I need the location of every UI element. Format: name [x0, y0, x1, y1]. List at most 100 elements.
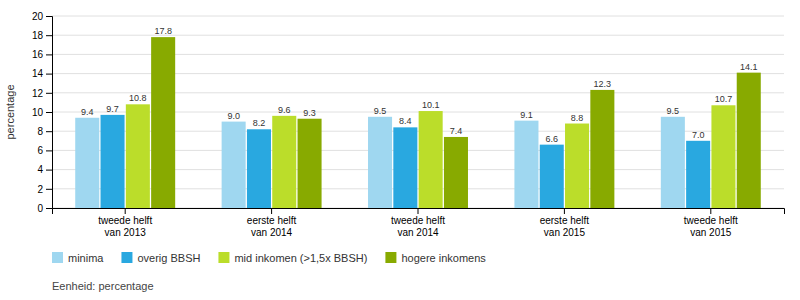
legend-swatch — [121, 252, 132, 263]
x-tick-mark — [710, 208, 711, 214]
series — [101, 115, 711, 208]
data-label: 9.5 — [374, 106, 387, 116]
data-label: 12.3 — [594, 79, 612, 89]
data-labels: 9.49.09.59.19.59.78.28.46.67.010.89.610.… — [81, 26, 758, 144]
y-tick: 18 — [32, 30, 52, 41]
data-label: 7.4 — [450, 126, 463, 136]
legend-swatch — [52, 252, 63, 263]
x-tick: eerste helftvan 2015 — [540, 208, 590, 238]
y-axis: 0 2 4 6 8 10 12 14 16 18 20 — [32, 11, 53, 214]
x-tick-mark — [125, 208, 126, 214]
bar — [661, 117, 685, 208]
y-tick-mark — [46, 112, 52, 113]
y-tick-mark — [46, 54, 52, 55]
x-tick-label: tweede helftvan 2014 — [391, 215, 445, 238]
legend-swatch — [385, 252, 396, 263]
y-tick: 4 — [37, 164, 52, 175]
x-tick-mark — [271, 208, 272, 214]
bar — [419, 111, 443, 208]
series — [151, 37, 761, 208]
legend-label: mid inkomen (>1,5x BBSH) — [234, 252, 367, 264]
plot-area: 0 2 4 6 8 10 12 14 16 18 20 tweede helftvan 2013 eer… — [32, 11, 785, 238]
y-tick-label: 6 — [37, 145, 43, 156]
y-tick: 14 — [32, 68, 52, 79]
y-tick-label: 0 — [37, 203, 43, 214]
data-label: 10.7 — [715, 94, 733, 104]
grid — [52, 16, 784, 208]
y-tick: 8 — [37, 126, 52, 137]
bar — [101, 115, 125, 208]
legend: minima overig BBSH mid inkomen (>1,5x BBSH… — [52, 252, 486, 264]
bar — [247, 129, 271, 208]
x-tick: tweede helftvan 2013 — [98, 208, 152, 238]
data-label: 17.8 — [154, 26, 172, 36]
bar — [368, 117, 392, 208]
data-label: 8.4 — [399, 116, 412, 126]
y-tick-label: 4 — [37, 164, 43, 175]
y-tick-label: 16 — [32, 49, 44, 60]
y-tick-mark — [46, 131, 52, 132]
legend-label: overig BBSH — [137, 252, 200, 264]
legend-label: minima — [68, 252, 104, 264]
data-label: 10.8 — [129, 93, 147, 103]
y-tick-mark — [46, 150, 52, 151]
x-tick-label: eerste helftvan 2015 — [540, 215, 590, 238]
bar — [686, 141, 710, 208]
bar — [126, 104, 150, 208]
x-tick-mark — [418, 208, 419, 214]
data-label: 9.7 — [106, 104, 119, 114]
data-label: 9.5 — [667, 106, 680, 116]
bar — [272, 116, 296, 208]
x-tick-mark — [564, 208, 565, 214]
y-axis-line — [46, 17, 53, 209]
bar — [540, 145, 564, 208]
legend-item: hogere inkomens — [385, 252, 486, 264]
legend-label: hogere inkomens — [401, 252, 486, 264]
y-tick-label: 18 — [32, 30, 44, 41]
bar — [565, 124, 589, 208]
y-tick: 12 — [32, 88, 52, 99]
data-label: 9.4 — [81, 107, 94, 117]
x-tick: tweede helftvan 2015 — [684, 208, 738, 238]
y-axis-title: percentage — [4, 84, 16, 139]
bar — [222, 122, 246, 208]
bar — [737, 73, 761, 208]
data-label: 6.6 — [545, 134, 558, 144]
bar — [151, 37, 175, 208]
chart-container: 0 2 4 6 8 10 12 14 16 18 20 tweede helftvan 2013 eer… — [0, 0, 800, 300]
y-tick-mark — [46, 74, 52, 75]
y-tick: 20 — [32, 11, 52, 22]
series — [126, 104, 736, 208]
y-tick-label: 14 — [32, 68, 44, 79]
y-tick: 16 — [32, 49, 52, 60]
chart: 0 2 4 6 8 10 12 14 16 18 20 tweede helftvan 2013 eer… — [0, 0, 800, 300]
bar — [514, 121, 538, 208]
x-axis-line — [53, 209, 785, 215]
legend-swatch — [218, 252, 229, 263]
x-tick-label: eerste helftvan 2014 — [247, 215, 297, 238]
legend-item: minima — [52, 252, 104, 264]
bar — [711, 105, 735, 208]
y-tick: 0 — [37, 203, 52, 214]
data-label: 8.8 — [571, 113, 584, 123]
bar — [393, 127, 417, 208]
bars — [75, 37, 761, 208]
x-tick-label: tweede helftvan 2015 — [684, 215, 738, 238]
x-tick: tweede helftvan 2014 — [391, 208, 445, 238]
legend-item: overig BBSH — [121, 252, 200, 264]
y-tick-label: 12 — [32, 88, 44, 99]
footnote: Eenheid: percentage — [52, 280, 154, 292]
data-label: 9.3 — [303, 108, 316, 118]
y-tick-mark — [46, 35, 52, 36]
y-tick: 2 — [37, 184, 52, 195]
data-label: 9.1 — [520, 110, 533, 120]
y-tick-label: 10 — [32, 107, 44, 118]
x-tick: eerste helftvan 2014 — [247, 208, 297, 238]
x-tick-label: tweede helftvan 2013 — [98, 215, 152, 238]
y-tick: 6 — [37, 145, 52, 156]
data-label: 9.6 — [278, 105, 291, 115]
data-label: 14.1 — [740, 62, 758, 72]
y-tick: 10 — [32, 107, 52, 118]
y-tick-mark — [46, 208, 52, 209]
bar — [298, 119, 322, 208]
